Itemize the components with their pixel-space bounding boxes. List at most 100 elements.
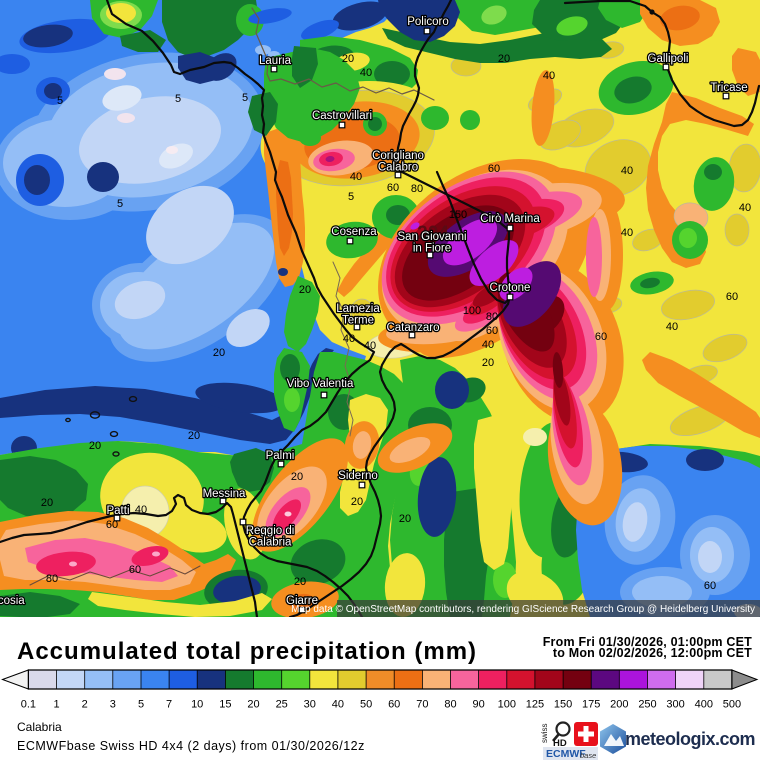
svg-text:125: 125 bbox=[526, 699, 544, 711]
svg-text:ECMWFbase Swiss HD 4x4 (2 days: ECMWFbase Swiss HD 4x4 (2 days) from 01/… bbox=[17, 739, 365, 753]
svg-text:HD: HD bbox=[553, 738, 567, 749]
svg-text:175: 175 bbox=[582, 699, 600, 711]
svg-text:100: 100 bbox=[498, 699, 516, 711]
svg-text:20: 20 bbox=[399, 513, 411, 525]
svg-text:40: 40 bbox=[666, 321, 678, 333]
svg-text:40: 40 bbox=[332, 699, 344, 711]
svg-text:Catanzaro: Catanzaro bbox=[386, 322, 439, 334]
svg-text:20: 20 bbox=[89, 440, 101, 452]
svg-text:204: 204 bbox=[417, 223, 449, 244]
svg-text:60: 60 bbox=[387, 182, 399, 194]
svg-text:60: 60 bbox=[488, 163, 500, 175]
svg-text:Cirò Marina: Cirò Marina bbox=[480, 213, 540, 225]
svg-text:20: 20 bbox=[213, 347, 225, 359]
svg-text:Patti: Patti bbox=[106, 505, 129, 517]
svg-text:5: 5 bbox=[138, 699, 144, 711]
svg-text:5: 5 bbox=[175, 93, 181, 105]
svg-text:20: 20 bbox=[188, 430, 200, 442]
svg-text:90: 90 bbox=[472, 699, 484, 711]
svg-text:60: 60 bbox=[486, 325, 498, 337]
svg-text:Map data © OpenStreetMap contr: Map data © OpenStreetMap contributors, r… bbox=[291, 604, 755, 615]
svg-text:Calabria: Calabria bbox=[249, 537, 292, 549]
svg-text:Cosenza: Cosenza bbox=[331, 226, 377, 238]
svg-text:Policoro: Policoro bbox=[407, 16, 449, 28]
svg-text:5: 5 bbox=[117, 198, 123, 210]
svg-text:Crotone: Crotone bbox=[490, 282, 531, 294]
svg-text:60: 60 bbox=[129, 564, 141, 576]
svg-text:Lamezia: Lamezia bbox=[336, 303, 380, 315]
svg-text:5: 5 bbox=[57, 95, 63, 107]
svg-text:Reggio di: Reggio di bbox=[246, 525, 295, 537]
svg-text:500: 500 bbox=[723, 699, 741, 711]
svg-text:40: 40 bbox=[621, 227, 633, 239]
svg-text:Siderno: Siderno bbox=[338, 470, 378, 482]
svg-text:20: 20 bbox=[482, 357, 494, 369]
svg-text:20: 20 bbox=[351, 496, 363, 508]
svg-text:200: 200 bbox=[610, 699, 628, 711]
svg-text:Giarre: Giarre bbox=[286, 595, 318, 607]
svg-text:60: 60 bbox=[704, 580, 716, 592]
svg-text:15: 15 bbox=[219, 699, 231, 711]
svg-text:meteologix.com: meteologix.com bbox=[625, 729, 755, 749]
svg-text:40: 40 bbox=[350, 171, 362, 183]
svg-text:5: 5 bbox=[242, 92, 248, 104]
svg-text:20: 20 bbox=[294, 576, 306, 588]
svg-text:Gallipoli: Gallipoli bbox=[648, 53, 689, 65]
svg-text:San Giovanni: San Giovanni bbox=[397, 231, 466, 243]
svg-text:20: 20 bbox=[498, 53, 510, 65]
svg-text:5: 5 bbox=[348, 191, 354, 203]
svg-text:Vibo Valentia: Vibo Valentia bbox=[287, 378, 354, 390]
svg-text:icosia: icosia bbox=[0, 595, 25, 607]
svg-text:40: 40 bbox=[360, 67, 372, 79]
svg-text:Tricase: Tricase bbox=[710, 82, 747, 94]
svg-text:80: 80 bbox=[46, 573, 58, 585]
svg-text:25: 25 bbox=[276, 699, 288, 711]
svg-text:80: 80 bbox=[486, 311, 498, 323]
svg-text:40: 40 bbox=[739, 202, 751, 214]
svg-text:20: 20 bbox=[247, 699, 259, 711]
svg-text:Lauria: Lauria bbox=[259, 55, 292, 67]
svg-text:60: 60 bbox=[106, 519, 118, 531]
svg-text:40: 40 bbox=[343, 333, 355, 345]
svg-text:40: 40 bbox=[543, 70, 555, 82]
svg-text:0.1: 0.1 bbox=[21, 699, 36, 711]
svg-text:From Fri 01/30/2026, 01:00pm C: From Fri 01/30/2026, 01:00pm CET bbox=[543, 635, 752, 649]
svg-text:20: 20 bbox=[299, 284, 311, 296]
svg-text:3: 3 bbox=[110, 699, 116, 711]
svg-text:250: 250 bbox=[638, 699, 656, 711]
svg-text:20: 20 bbox=[342, 53, 354, 65]
svg-text:base: base bbox=[580, 751, 596, 760]
svg-text:Calabria: Calabria bbox=[17, 720, 62, 734]
svg-text:to Mon 02/02/2026, 12:00pm CET: to Mon 02/02/2026, 12:00pm CET bbox=[553, 646, 752, 660]
svg-text:400: 400 bbox=[695, 699, 713, 711]
svg-text:2: 2 bbox=[82, 699, 88, 711]
svg-text:Terme: Terme bbox=[342, 315, 374, 327]
svg-text:ECMWF: ECMWF bbox=[546, 748, 586, 760]
svg-text:30: 30 bbox=[304, 699, 316, 711]
svg-text:Accumulated total precipitatio: Accumulated total precipitation (mm) bbox=[17, 638, 477, 665]
svg-text:60: 60 bbox=[595, 331, 607, 343]
svg-text:100: 100 bbox=[463, 305, 481, 317]
svg-text:Corigliano: Corigliano bbox=[372, 150, 424, 162]
svg-text:150: 150 bbox=[554, 699, 572, 711]
svg-text:60: 60 bbox=[388, 699, 400, 711]
svg-text:10: 10 bbox=[191, 699, 203, 711]
svg-text:Castrovillari: Castrovillari bbox=[312, 110, 372, 122]
svg-text:swiss: swiss bbox=[540, 723, 549, 743]
svg-text:40: 40 bbox=[621, 165, 633, 177]
svg-text:20: 20 bbox=[291, 471, 303, 483]
svg-text:60: 60 bbox=[726, 291, 738, 303]
svg-text:80: 80 bbox=[411, 183, 423, 195]
svg-text:70: 70 bbox=[416, 699, 428, 711]
svg-text:Calabro: Calabro bbox=[378, 162, 418, 174]
svg-text:20: 20 bbox=[41, 497, 53, 509]
svg-text:in Fiore: in Fiore bbox=[413, 243, 451, 255]
svg-text:300: 300 bbox=[666, 699, 684, 711]
svg-text:Messina: Messina bbox=[203, 488, 246, 500]
svg-text:80: 80 bbox=[444, 699, 456, 711]
svg-text:Palmi: Palmi bbox=[266, 450, 295, 462]
svg-text:50: 50 bbox=[360, 699, 372, 711]
svg-text:150: 150 bbox=[449, 209, 467, 221]
svg-text:1: 1 bbox=[53, 699, 59, 711]
svg-text:7: 7 bbox=[166, 699, 172, 711]
